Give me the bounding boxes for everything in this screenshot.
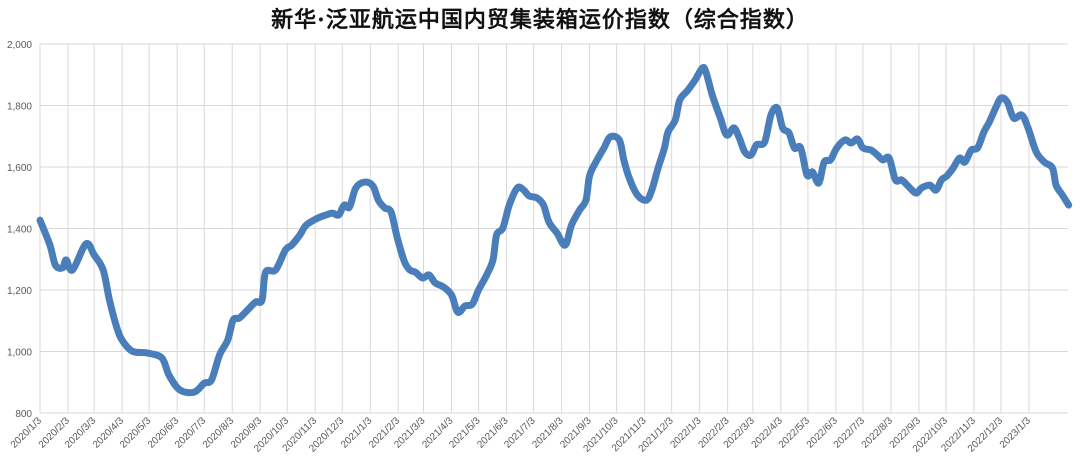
y-axis-ticks: 800 1,000 1,200 1,400 1,600 1,800 2,000 <box>7 40 32 420</box>
y-tick-label: 1,200 <box>7 286 32 297</box>
y-tick-label: 1,000 <box>7 348 32 359</box>
gridlines <box>39 43 1068 414</box>
x-axis-ticks: 2020/1/32020/2/32020/3/32020/4/32020/5/3… <box>9 415 1034 455</box>
chart-title: 新华·泛亚航运中国内贸集装箱运价指数（综合指数） <box>271 7 809 33</box>
series-lines <box>36 63 1073 397</box>
series-line <box>36 63 1073 397</box>
y-tick-label: 800 <box>15 409 32 420</box>
y-tick-label: 1,600 <box>7 163 32 174</box>
y-tick-label: 1,400 <box>7 225 32 236</box>
y-tick-label: 2,000 <box>7 40 32 51</box>
x-tick-label: 2023/1/3 <box>998 415 1034 451</box>
y-tick-label: 1,800 <box>7 102 32 113</box>
